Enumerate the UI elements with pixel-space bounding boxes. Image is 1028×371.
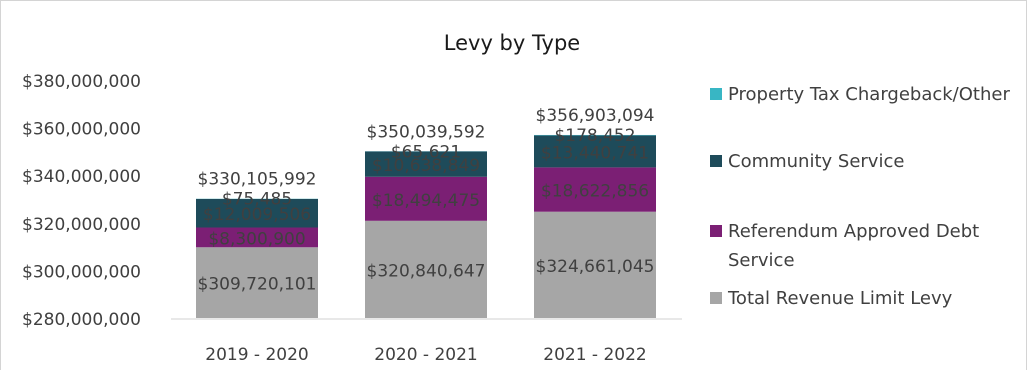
data-label: $12,009,506: [203, 205, 311, 225]
data-label: $65,621: [391, 142, 461, 162]
bar-segment: [365, 176, 487, 221]
bar-segment: [534, 167, 656, 212]
bar-segment: [196, 198, 318, 228]
bar-segment: [534, 211, 656, 318]
y-axis: $280,000,000 $300,000,000 $320,000,000 $340…: [22, 72, 682, 330]
x-tick-label: 2019 - 2020: [205, 345, 308, 365]
legend-swatch: [710, 292, 722, 304]
bar-segment: [365, 220, 487, 318]
total-label: $350,039,592: [367, 122, 486, 142]
legend-swatch: [710, 225, 722, 237]
legend-label: Property Tax Chargeback/Other: [728, 84, 1010, 105]
legend: Property Tax Chargeback/Other Community S…: [710, 84, 1010, 309]
data-label: $324,661,045: [536, 257, 655, 277]
legend-label: Total Revenue Limit Levy: [727, 288, 953, 309]
y-tick-label: $340,000,000: [22, 167, 141, 187]
y-tick-label: $320,000,000: [22, 215, 141, 235]
y-tick-label: $380,000,000: [22, 72, 141, 92]
y-tick-label: $300,000,000: [22, 262, 141, 282]
bar-segment: [534, 135, 656, 168]
total-label: $356,903,094: [536, 106, 655, 126]
chart-title: Levy by Type: [444, 31, 580, 55]
legend-label: Referendum Approved Debt: [728, 221, 979, 242]
data-label: $18,494,475: [372, 191, 480, 211]
data-label: $320,840,647: [367, 261, 486, 281]
data-label: $75,485: [222, 190, 292, 210]
data-label: $178,452: [554, 126, 635, 146]
total-label: $330,105,992: [198, 170, 317, 190]
data-label: $309,720,101: [198, 275, 317, 295]
legend-swatch: [710, 88, 722, 100]
bar-segment: [365, 151, 487, 177]
x-axis: 2019 - 2020 2020 - 2021 2021 - 2022: [205, 345, 646, 365]
legend-swatch: [710, 155, 722, 167]
data-label: $18,622,856: [541, 182, 649, 202]
x-tick-label: 2020 - 2021: [374, 345, 477, 365]
bars: $309,720,101 $8,300,900 $12,009,506$75,485…: [196, 106, 656, 318]
bar-segment: [196, 247, 318, 318]
y-tick-label: $360,000,000: [22, 120, 141, 140]
data-label: $10,638,849: [372, 156, 480, 176]
legend-label: Service: [728, 250, 795, 271]
y-tick-label: $280,000,000: [22, 310, 141, 330]
legend-label: Community Service: [728, 151, 904, 172]
data-label: $13,440,741: [541, 143, 649, 163]
x-tick-label: 2021 - 2022: [543, 345, 646, 365]
bar-segment: [196, 227, 318, 248]
data-label: $8,300,900: [208, 229, 305, 249]
